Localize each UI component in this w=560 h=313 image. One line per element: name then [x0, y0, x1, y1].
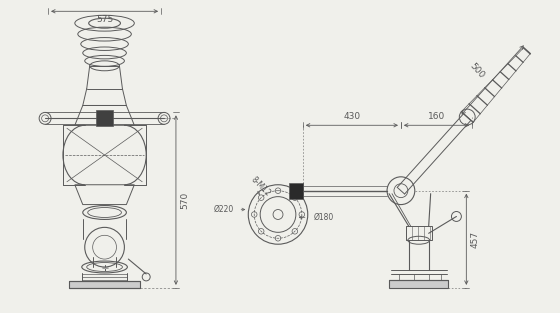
- Bar: [69, 281, 140, 288]
- Text: 457: 457: [470, 231, 479, 248]
- Text: 575: 575: [96, 15, 113, 24]
- Text: Ø220: Ø220: [214, 205, 235, 214]
- Text: ✛: ✛: [101, 264, 108, 274]
- Bar: [406, 226, 432, 240]
- Bar: [289, 183, 303, 199]
- Text: 430: 430: [343, 112, 361, 121]
- Text: Ø180: Ø180: [314, 213, 334, 222]
- Bar: [96, 110, 114, 126]
- Text: 8-M12: 8-M12: [249, 175, 272, 198]
- Text: 500: 500: [468, 61, 487, 80]
- Text: 160: 160: [428, 112, 445, 121]
- Text: 570: 570: [180, 192, 189, 209]
- Bar: [389, 280, 449, 288]
